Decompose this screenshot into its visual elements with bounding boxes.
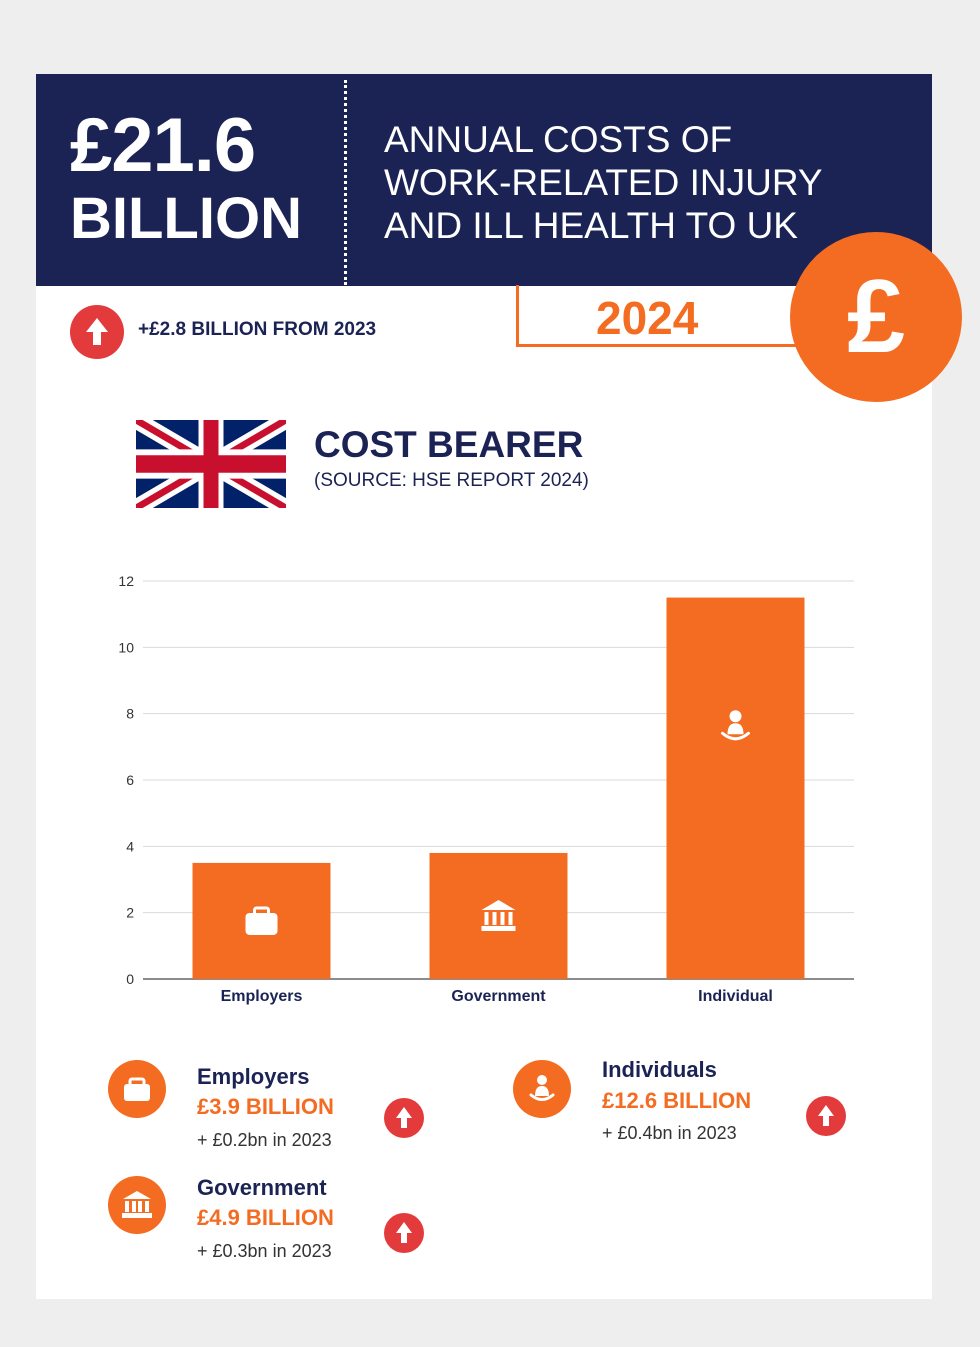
headline-line: AND ILL HEALTH TO UK: [384, 205, 798, 246]
legend-value: £3.9 BILLION: [197, 1094, 334, 1119]
chart-title: COST BEARER: [314, 424, 584, 465]
y-tick-label: 6: [126, 772, 134, 788]
total-amount-unit: BILLION: [70, 186, 302, 251]
person-icon: [513, 1060, 571, 1118]
arrow-up-icon: [806, 1096, 846, 1136]
legend-name: Employers: [197, 1064, 310, 1089]
arrow-up-icon: [384, 1098, 424, 1138]
arrow-up-icon: [384, 1213, 424, 1253]
briefcase-icon: [245, 906, 278, 935]
legend-name: Individuals: [602, 1057, 717, 1082]
legend-name: Government: [197, 1175, 327, 1200]
x-tick-label: Individual: [698, 988, 773, 1005]
briefcase-icon: [108, 1060, 166, 1118]
headline-line: ANNUAL COSTS OF: [384, 119, 733, 160]
y-tick-label: 4: [126, 838, 134, 854]
year-box: [516, 285, 816, 347]
bar-government: [429, 852, 568, 979]
person-icon: [721, 710, 750, 741]
x-tick-label: Employers: [221, 988, 303, 1005]
header-banner: [36, 74, 932, 286]
headline-line: WORK-RELATED INJURY: [384, 162, 823, 203]
legend-change: + £0.3bn in 2023: [197, 1241, 332, 1261]
legend-value: £12.6 BILLION: [602, 1088, 752, 1113]
government-building-icon: [481, 899, 516, 931]
bar-individual: [666, 597, 805, 979]
chart-subtitle: (SOURCE: HSE REPORT 2024): [314, 470, 589, 491]
headline: ANNUAL COSTS OF WORK-RELATED INJURY AND …: [384, 118, 904, 247]
year-label: 2024: [596, 292, 699, 344]
y-tick-label: 2: [126, 905, 134, 921]
legend-change: + £0.4bn in 2023: [602, 1123, 737, 1143]
government-building-icon: [108, 1176, 166, 1234]
banner-divider: [344, 80, 347, 285]
y-tick-label: 0: [126, 971, 134, 987]
y-tick-label: 8: [126, 706, 134, 722]
change-text: +£2.8 BILLION FROM 2023: [138, 319, 377, 340]
legend-value: £4.9 BILLION: [197, 1205, 334, 1230]
total-amount: £21.6: [70, 103, 256, 188]
uk-flag-icon: [136, 420, 286, 508]
y-tick-label: 12: [118, 573, 134, 589]
y-tick-label: 10: [118, 639, 134, 655]
arrow-up-icon: [70, 305, 124, 359]
x-tick-label: Government: [451, 988, 546, 1005]
legend-change: + £0.2bn in 2023: [197, 1130, 332, 1150]
pound-icon: £: [790, 232, 962, 402]
